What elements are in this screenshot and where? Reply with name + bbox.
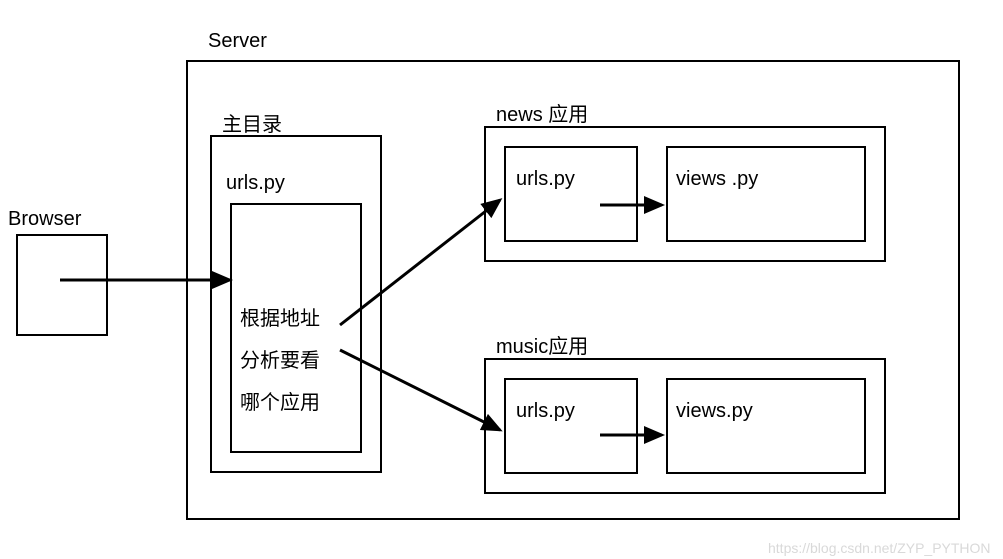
news-views-box xyxy=(666,146,866,242)
news-views-label: views .py xyxy=(676,168,758,191)
main-desc-line3: 哪个应用 xyxy=(240,386,320,415)
news-app-label: news 应用 xyxy=(496,98,588,127)
music-views-box xyxy=(666,378,866,474)
watermark-text: https://blog.csdn.net/ZYP_PYTHON xyxy=(768,540,991,556)
browser-box xyxy=(16,234,108,336)
main-urls-label: urls.py xyxy=(226,172,285,195)
news-urls-box xyxy=(504,146,638,242)
browser-label: Browser xyxy=(8,208,81,231)
main-desc-line2: 分析要看 xyxy=(240,344,320,373)
music-app-label: music应用 xyxy=(496,330,588,359)
news-urls-label: urls.py xyxy=(516,168,575,191)
music-views-label: views.py xyxy=(676,400,753,423)
music-urls-box xyxy=(504,378,638,474)
music-urls-label: urls.py xyxy=(516,400,575,423)
server-label: Server xyxy=(208,30,267,53)
main-dir-label: 主目录 xyxy=(222,108,282,137)
main-desc-line1: 根据地址 xyxy=(240,302,320,331)
